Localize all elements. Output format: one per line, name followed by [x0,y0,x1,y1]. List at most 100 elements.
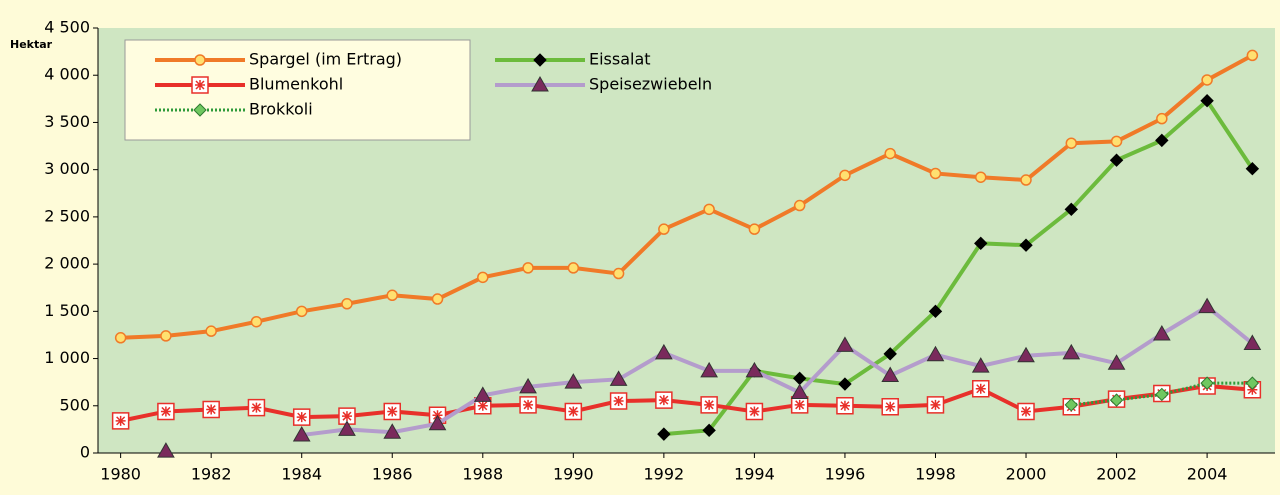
marker [612,267,625,280]
marker [1020,174,1032,186]
marker [1152,324,1171,341]
marker [975,171,987,183]
marker [748,223,761,235]
marker [247,398,266,417]
marker [1109,153,1124,167]
marker [473,386,492,402]
marker [884,147,896,160]
marker [157,442,175,458]
marker [191,76,209,94]
marker [114,332,127,344]
marker [567,262,580,274]
marker [477,271,489,284]
series-line [1071,381,1253,407]
marker [609,370,628,386]
marker [972,380,990,398]
marker [1064,202,1078,217]
marker [205,325,217,337]
marker [793,199,806,212]
legend-label: Blumenkohl [249,75,343,94]
y-tick-label: 0 [80,443,90,462]
marker [431,293,444,305]
marker [519,377,537,394]
marker [609,392,628,410]
y-tick-label: 2 500 [44,206,90,225]
x-tick-label: 2004 [1187,465,1228,484]
marker [1201,74,1213,86]
series-line [120,53,1254,340]
marker [295,305,308,318]
marker [657,427,671,441]
marker [745,361,764,378]
marker [341,298,353,310]
marker [111,412,130,430]
marker [564,373,583,389]
series-line [301,304,1254,438]
y-tick-label: 1 000 [44,348,90,367]
x-tick-label: 1998 [915,465,956,484]
x-tick-label: 1980 [100,465,141,484]
marker [292,426,311,442]
marker [564,402,583,421]
marker [522,262,534,274]
marker [1155,387,1169,402]
marker [292,408,311,426]
marker [160,330,172,342]
marker [531,75,549,92]
marker [926,345,945,362]
marker [881,366,900,383]
marker [974,236,988,251]
marker [1200,94,1214,108]
marker [929,167,942,180]
marker [1200,376,1214,390]
marker [1246,49,1259,62]
marker [519,396,537,414]
x-tick-label: 2002 [1096,465,1137,484]
marker [745,402,764,421]
series-line [663,97,1255,437]
x-tick-label: 1994 [734,465,775,484]
marker [1110,135,1123,148]
marker [1107,354,1126,370]
marker [703,203,715,216]
y-tick-label: 1 500 [44,301,90,320]
marker [1198,297,1216,314]
x-tick-label: 2000 [1006,465,1047,484]
y-tick-label: 4 500 [44,18,90,37]
marker [655,343,673,360]
marker [202,400,220,419]
marker [338,420,356,436]
marker [194,54,206,66]
marker [700,396,718,414]
x-tick-label: 1986 [372,465,413,484]
y-tick-label: 500 [59,395,90,414]
marker [881,397,899,416]
marker [533,53,547,67]
y-tick-label: 3 500 [44,112,90,131]
marker [836,336,854,352]
marker [790,396,809,414]
marker [1109,393,1124,407]
marker [836,397,854,415]
marker [838,377,852,391]
marker [883,347,897,361]
x-tick-label: 1988 [462,465,503,484]
y-tick-label: 3 000 [44,159,90,178]
marker [193,103,207,117]
marker [1156,112,1168,125]
marker [338,407,356,425]
marker [1245,376,1260,390]
marker [1062,343,1081,360]
marker [428,414,447,431]
x-tick-label: 1996 [825,465,866,484]
marker [658,223,670,235]
x-tick-label: 1990 [553,465,594,484]
marker [1243,334,1262,350]
x-tick-label: 1982 [191,465,232,484]
legend [124,39,471,141]
legend-label: Eissalat [589,50,651,69]
marker [250,315,263,328]
marker [157,402,175,421]
marker [1245,162,1260,176]
